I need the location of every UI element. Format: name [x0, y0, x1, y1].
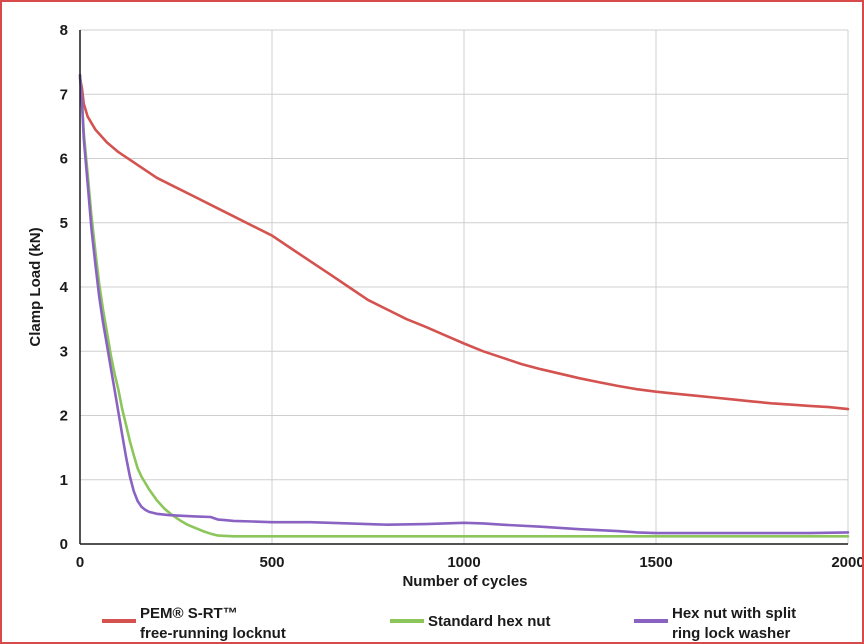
- y-axis-title: Clamp Load (kN): [27, 227, 44, 346]
- series-line-3: [78, 73, 850, 535]
- legend-label-line: Hex nut with split: [672, 605, 796, 622]
- y-tick-label: 8: [60, 22, 68, 39]
- legend-label-line: free-running locknut: [140, 625, 286, 642]
- y-tick-label: 7: [60, 86, 68, 103]
- y-tick-label: 4: [60, 279, 69, 296]
- y-tick-label: 1: [60, 472, 68, 489]
- y-tick-label: 3: [60, 343, 68, 360]
- legend-label-line: ring lock washer: [672, 625, 791, 642]
- series-lines: [78, 73, 850, 538]
- x-tick-label: 1000: [447, 554, 480, 571]
- y-tick-label: 5: [60, 215, 68, 232]
- x-tick-label: 1500: [639, 554, 672, 571]
- y-tick-label: 0: [60, 536, 68, 553]
- x-tick-label: 500: [259, 554, 284, 571]
- x-tick-label: 2000: [831, 554, 862, 571]
- series-line-1: [78, 76, 850, 411]
- series-line-2: [78, 73, 850, 538]
- y-tick-label: 2: [60, 408, 68, 425]
- grid-lines: [80, 29, 849, 544]
- legend: PEM® S-RT™ free-running locknut Standard h…: [102, 605, 796, 642]
- x-tick-label: 0: [76, 554, 84, 571]
- legend-label-line: Standard hex nut: [428, 613, 551, 630]
- x-axis-title: Number of cycles: [402, 573, 527, 590]
- legend-label-line: PEM® S-RT™: [140, 605, 238, 622]
- legend-label: PEM® S-RT™ free-running locknut: [140, 605, 286, 642]
- legend-label: Hex nut with split ring lock washer: [672, 605, 796, 642]
- legend-label: Standard hex nut: [428, 613, 551, 630]
- y-tick-label: 6: [60, 151, 68, 168]
- axes: 0 1 2 3 4 5 6 7 8 0 500 1000 1500 2000: [60, 22, 862, 571]
